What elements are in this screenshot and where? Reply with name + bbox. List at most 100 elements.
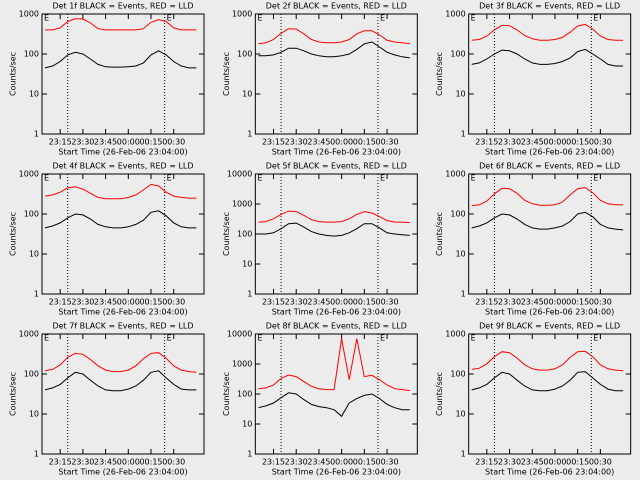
plot-frame: [41, 333, 205, 455]
x-tick-label: 00:30: [376, 298, 399, 307]
panel-title: Det 1f BLACK = Events, RED = LLD: [52, 2, 193, 11]
y-tick-label: 10000: [227, 330, 252, 339]
y-tick-label: 1: [461, 290, 466, 299]
x-tick-label: 00:00: [543, 138, 566, 147]
y-tick-label: 100: [237, 390, 252, 399]
event-label: E: [167, 14, 172, 23]
x-axis-label: Start Time (26-Feb-06 23:04:00): [58, 308, 187, 317]
y-tick-label: 1: [461, 130, 466, 139]
event-label: E: [380, 174, 385, 183]
panel-title: Det 5f BLACK = Events, RED = LLD: [266, 162, 407, 171]
y-tick-label: 1000: [19, 10, 39, 19]
plot-frame: [468, 333, 632, 455]
series-line: [258, 28, 410, 45]
x-tick-label: 00:30: [589, 458, 612, 467]
y-tick-label: 1000: [232, 10, 252, 19]
plot-frame: [41, 173, 205, 295]
series-line: [258, 338, 410, 392]
y-tick-label: 10: [455, 90, 465, 99]
y-tick-label: 1: [34, 450, 39, 459]
y-tick-label: 1000: [232, 360, 252, 369]
x-tick-label: 00:15: [566, 138, 589, 147]
panel-title: Det 6f BLACK = Events, RED = LLD: [479, 162, 620, 171]
x-tick-label: 00:30: [162, 458, 185, 467]
x-tick-label: 00:00: [117, 458, 140, 467]
x-tick-label: 00:15: [139, 458, 162, 467]
y-tick-label: 10: [29, 90, 39, 99]
y-tick-label: 1000: [445, 10, 465, 19]
y-tick-label: 1: [34, 130, 39, 139]
series-line: [44, 370, 197, 392]
x-axis-label: Start Time (26-Feb-06 23:04:00): [485, 468, 614, 477]
x-tick-label: 00:15: [566, 458, 589, 467]
x-axis-label: Start Time (26-Feb-06 23:04:00): [485, 148, 614, 157]
x-tick-label: 23:30: [498, 298, 521, 307]
series-line: [258, 210, 410, 224]
event-label: E: [257, 334, 262, 343]
x-tick-label: 23:15: [475, 298, 498, 307]
x-tick-label: 23:30: [285, 458, 308, 467]
plot-frame: [468, 13, 632, 135]
x-axis-label: Start Time (26-Feb-06 23:04:00): [485, 308, 614, 317]
x-tick-label: 23:15: [49, 458, 72, 467]
x-tick-label: 00:15: [353, 298, 376, 307]
y-tick-label: 10: [242, 90, 252, 99]
plot-frame: [254, 333, 418, 455]
event-label: E: [257, 174, 262, 183]
y-tick-label: 10: [29, 410, 39, 419]
x-tick-label: 00:15: [139, 298, 162, 307]
event-label: E: [167, 334, 172, 343]
series-line: [45, 18, 197, 31]
plot-frame: [41, 13, 205, 135]
series-line: [44, 50, 197, 69]
event-label: E: [44, 334, 49, 343]
event-label: E: [257, 14, 262, 23]
x-tick-label: 23:45: [307, 298, 330, 307]
x-tick-label: 23:45: [521, 138, 544, 147]
y-tick-label: 100: [24, 210, 39, 219]
event-label: E: [471, 14, 476, 23]
x-tick-label: 23:15: [262, 138, 285, 147]
x-tick-label: 00:00: [117, 298, 140, 307]
series-line: [471, 48, 624, 67]
x-tick-label: 23:15: [475, 458, 498, 467]
plot-frame: [468, 173, 632, 295]
y-tick-label: 100: [450, 210, 465, 219]
series-line: [44, 210, 197, 229]
x-tick-label: 23:30: [71, 458, 94, 467]
event-label: E: [471, 334, 476, 343]
x-tick-label: 23:45: [521, 298, 544, 307]
y-tick-label: 1000: [19, 330, 39, 339]
y-tick-label: 10: [242, 420, 252, 429]
event-label: E: [593, 174, 598, 183]
series-line: [471, 350, 624, 372]
event-label: E: [380, 334, 385, 343]
series-line: [471, 211, 624, 231]
y-axis-label: Counts/sec: [435, 212, 444, 256]
series-line: [258, 222, 410, 237]
panel-title: Det 7f BLACK = Events, RED = LLD: [52, 322, 193, 331]
y-tick-label: 1000: [445, 330, 465, 339]
event-label: E: [44, 14, 49, 23]
x-tick-label: 23:15: [475, 138, 498, 147]
x-tick-label: 00:00: [543, 298, 566, 307]
y-tick-label: 1: [247, 290, 252, 299]
x-tick-label: 00:15: [353, 458, 376, 467]
y-axis-label: Counts/sec: [9, 212, 18, 256]
event-label: E: [593, 14, 598, 23]
y-axis-label: Counts/sec: [9, 372, 18, 416]
x-tick-label: 00:00: [543, 458, 566, 467]
x-tick-label: 23:45: [307, 138, 330, 147]
panel-title: Det 3f BLACK = Events, RED = LLD: [479, 2, 620, 11]
panel-title: Det 8f BLACK = Events, RED = LLD: [266, 322, 407, 331]
event-label: E: [167, 174, 172, 183]
y-axis-label: Counts/sec: [435, 372, 444, 416]
y-axis-label: Counts/sec: [435, 52, 444, 96]
series-line: [471, 23, 624, 41]
event-label: E: [471, 174, 476, 183]
y-axis-label: Counts/sec: [222, 212, 231, 256]
x-tick-label: 00:15: [139, 138, 162, 147]
y-tick-label: 1: [34, 290, 39, 299]
y-tick-label: 10: [455, 410, 465, 419]
